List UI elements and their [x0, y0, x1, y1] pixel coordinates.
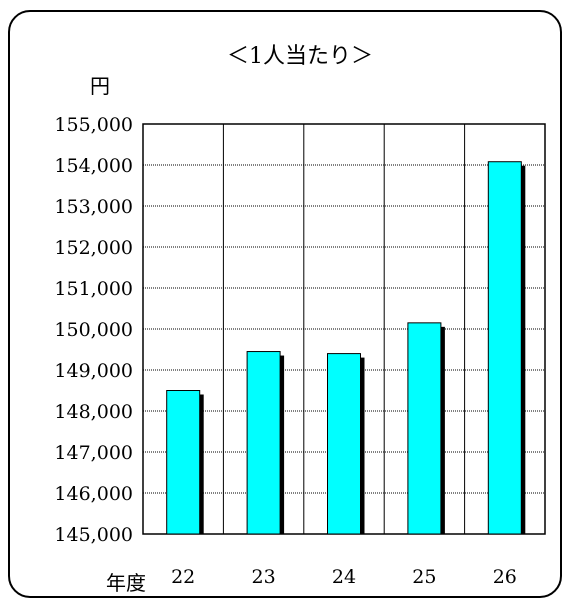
y-tick-label: 152,000: [54, 237, 133, 259]
x-tick-label: 25: [412, 566, 436, 588]
y-tick-label: 150,000: [54, 319, 133, 341]
x-axis-unit-label: 年度: [106, 571, 146, 595]
y-tick-label: 153,000: [54, 196, 133, 218]
y-tick-label: 148,000: [54, 401, 133, 423]
bar: [246, 351, 281, 535]
chart-title: ＜1人当たり＞: [227, 44, 373, 69]
bar: [327, 353, 361, 535]
x-tick-label: 26: [493, 566, 517, 588]
y-axis-unit-label: 円: [90, 74, 110, 98]
bar: [166, 390, 201, 535]
y-tick-label: 154,000: [54, 155, 133, 177]
y-tick-label: 149,000: [54, 360, 133, 382]
y-tick-label: 155,000: [54, 114, 133, 136]
y-tick-label: 151,000: [54, 278, 133, 300]
x-tick-label: 22: [171, 566, 195, 588]
y-tick-label: 145,000: [54, 524, 133, 546]
x-tick-label: 24: [332, 566, 356, 588]
bar: [407, 322, 442, 535]
chart-frame: [8, 10, 562, 598]
y-tick-label: 147,000: [54, 442, 133, 464]
y-tick-label: 146,000: [54, 483, 133, 505]
bar: [487, 161, 522, 535]
x-tick-label: 23: [252, 566, 276, 588]
